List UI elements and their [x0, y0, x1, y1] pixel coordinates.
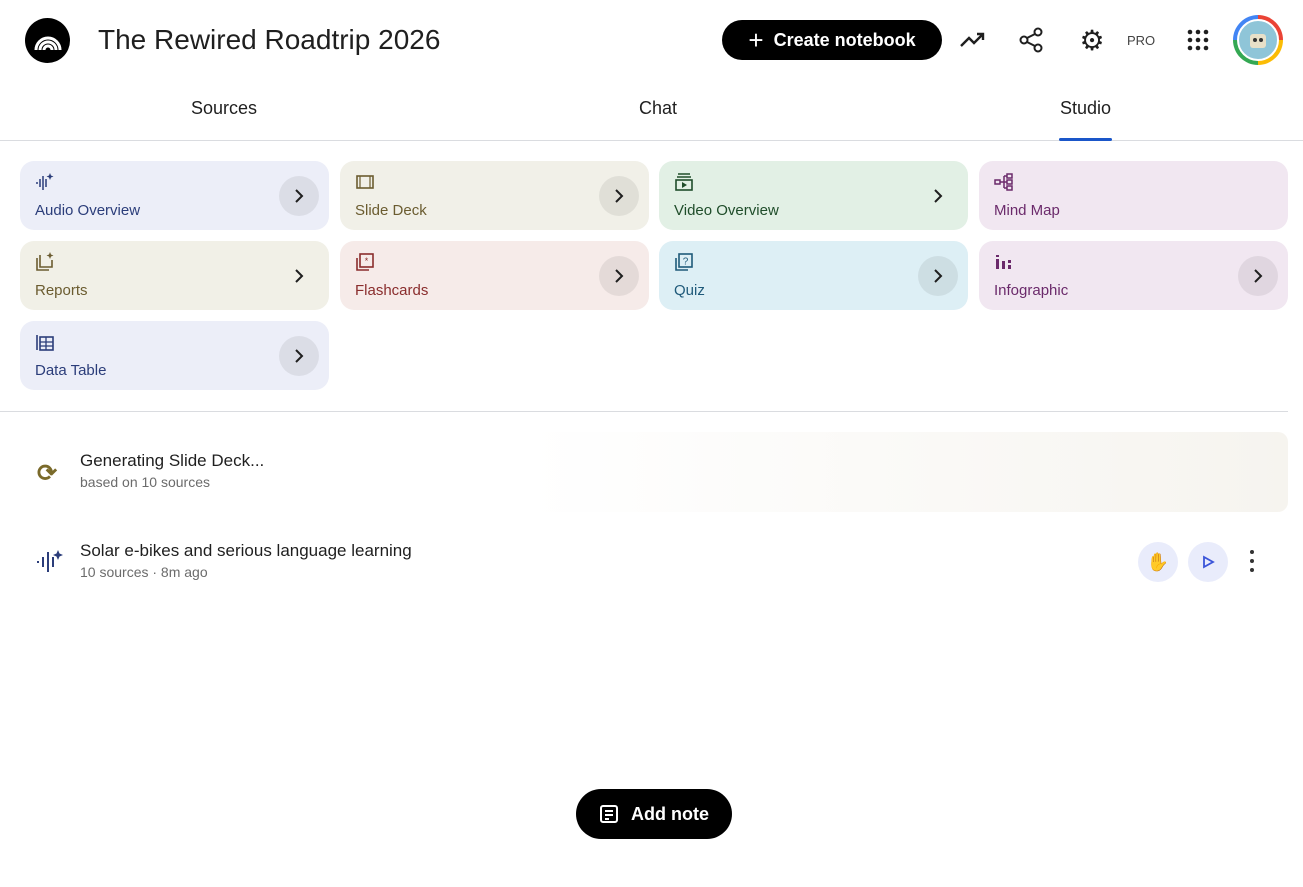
svg-text:*: * [365, 256, 369, 266]
studio-card-flashcards[interactable]: * Flashcards [340, 241, 649, 310]
settings-icon[interactable]: ⚙ [1079, 24, 1105, 56]
section-divider [0, 411, 1288, 412]
chevron-right-icon[interactable] [279, 256, 319, 296]
avatar[interactable] [1233, 15, 1283, 65]
svg-text:?: ? [683, 257, 689, 268]
chevron-right-icon[interactable] [599, 176, 639, 216]
tab-chat[interactable]: Chat [639, 98, 678, 118]
studio-card-label: Flashcards [355, 282, 429, 299]
data-table-icon [35, 332, 55, 352]
studio-card-label: Infographic [994, 282, 1069, 299]
chevron-right-icon[interactable] [918, 176, 958, 216]
chevron-right-icon[interactable] [279, 176, 319, 216]
studio-card-slide-deck[interactable]: Slide Deck [340, 161, 649, 230]
studio-card-label: Mind Map [994, 202, 1060, 219]
chevron-right-icon[interactable] [279, 336, 319, 376]
notebook-title[interactable]: The Rewired Roadtrip 2026 [98, 24, 441, 55]
chevron-right-icon[interactable] [599, 256, 639, 296]
studio-card-label: Reports [35, 282, 88, 299]
studio-card-label: Quiz [674, 282, 705, 299]
generating-item [20, 432, 1288, 512]
wave-hand-icon: ✋ [1146, 551, 1170, 572]
sync-icon: ⟳ [37, 460, 58, 487]
item-subtitle: based on 10 sources [80, 474, 210, 490]
flashcards-icon: * [355, 252, 375, 272]
play-button[interactable] [1188, 542, 1228, 582]
studio-card-label: Slide Deck [355, 202, 427, 219]
video-icon [674, 172, 694, 192]
audio-item-title[interactable]: Solar e-bikes and serious language learn… [80, 541, 412, 560]
add-note-button[interactable]: Add note [576, 789, 732, 839]
interactive-mode-button[interactable]: ✋ [1138, 542, 1178, 582]
chevron-right-icon[interactable] [918, 256, 958, 296]
share-icon[interactable] [1015, 24, 1047, 56]
mind-map-icon [994, 172, 1014, 192]
tab-divider [0, 140, 1303, 141]
reports-icon [35, 252, 55, 272]
studio-card-label: Video Overview [674, 202, 779, 219]
audio-sparkle-icon [36, 548, 64, 579]
create-notebook-button[interactable]: + Create notebook [722, 20, 942, 60]
notebooklm-logo[interactable] [25, 18, 70, 63]
studio-card-audio-overview[interactable]: Audio Overview [20, 161, 329, 230]
chevron-right-icon[interactable] [1238, 256, 1278, 296]
item-title: Generating Slide Deck... [80, 451, 265, 470]
slides-icon [355, 172, 375, 192]
note-icon [600, 805, 618, 823]
apps-grid-icon[interactable] [1182, 24, 1214, 56]
studio-card-video-overview[interactable]: Video Overview [659, 161, 968, 230]
audio-sparkle-icon [35, 172, 55, 192]
pro-badge: PRO [1127, 33, 1156, 48]
quiz-icon: ? [674, 252, 694, 272]
robot-avatar-icon [1237, 19, 1279, 61]
analytics-icon[interactable] [956, 24, 988, 56]
audio-item-subtitle: 10 sources · 8m ago [80, 564, 208, 580]
studio-card-infographic[interactable]: Infographic [979, 241, 1288, 310]
more-options-icon[interactable] [1244, 548, 1260, 574]
studio-card-data-table[interactable]: Data Table [20, 321, 329, 390]
tab-sources[interactable]: Sources [191, 98, 258, 118]
play-icon [1203, 555, 1215, 569]
studio-card-quiz[interactable]: ? Quiz [659, 241, 968, 310]
studio-card-label: Audio Overview [35, 202, 141, 219]
tab-studio[interactable]: Studio [1060, 98, 1112, 118]
studio-card-label: Data Table [35, 362, 107, 379]
active-tab-indicator [1059, 138, 1112, 141]
infographic-icon [994, 252, 1014, 272]
plus-icon: + [748, 25, 764, 55]
studio-card-mind-map[interactable]: Mind Map [979, 161, 1288, 230]
studio-card-reports[interactable]: Reports [20, 241, 329, 310]
